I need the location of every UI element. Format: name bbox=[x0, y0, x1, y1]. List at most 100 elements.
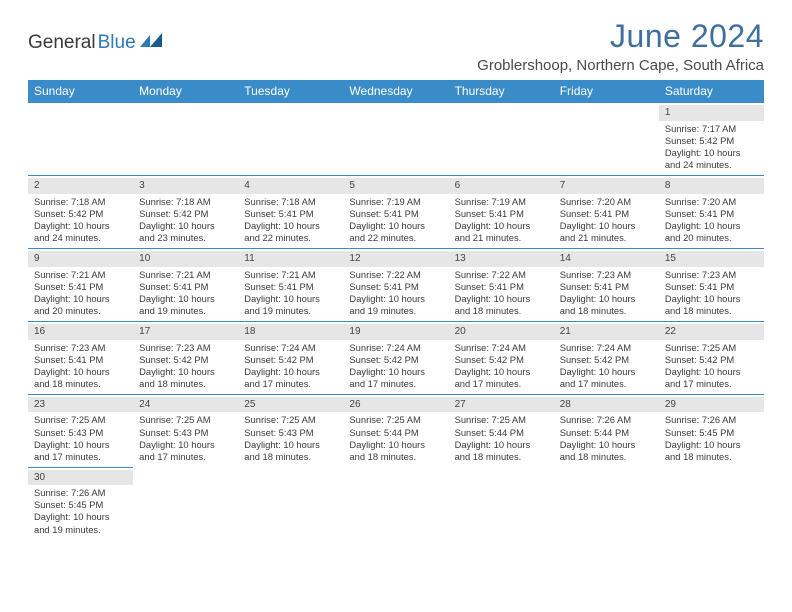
sunset-text: Sunset: 5:44 PM bbox=[455, 427, 548, 439]
calendar-empty-cell bbox=[554, 103, 659, 176]
calendar-week-row: 2Sunrise: 7:18 AMSunset: 5:42 PMDaylight… bbox=[28, 175, 764, 248]
daylight-text: and 17 minutes. bbox=[455, 378, 548, 390]
sunset-text: Sunset: 5:44 PM bbox=[560, 427, 653, 439]
daylight-text: and 22 minutes. bbox=[244, 232, 337, 244]
daylight-text: Daylight: 10 hours bbox=[244, 439, 337, 451]
daylight-text: Daylight: 10 hours bbox=[139, 220, 232, 232]
daylight-text: and 17 minutes. bbox=[244, 378, 337, 390]
calendar-body: 1Sunrise: 7:17 AMSunset: 5:42 PMDaylight… bbox=[28, 103, 764, 540]
daylight-text: and 20 minutes. bbox=[34, 305, 127, 317]
calendar-day-cell: 12Sunrise: 7:22 AMSunset: 5:41 PMDayligh… bbox=[343, 248, 448, 321]
daylight-text: and 18 minutes. bbox=[560, 305, 653, 317]
calendar-day-cell: 13Sunrise: 7:22 AMSunset: 5:41 PMDayligh… bbox=[449, 248, 554, 321]
sunset-text: Sunset: 5:41 PM bbox=[349, 208, 442, 220]
weekday-header: Monday bbox=[133, 80, 238, 103]
daylight-text: Daylight: 10 hours bbox=[139, 366, 232, 378]
sunrise-text: Sunrise: 7:21 AM bbox=[139, 269, 232, 281]
daylight-text: Daylight: 10 hours bbox=[34, 293, 127, 305]
sunset-text: Sunset: 5:41 PM bbox=[34, 354, 127, 366]
sunset-text: Sunset: 5:41 PM bbox=[244, 281, 337, 293]
daylight-text: Daylight: 10 hours bbox=[560, 293, 653, 305]
sunrise-text: Sunrise: 7:19 AM bbox=[455, 196, 548, 208]
header: GeneralBlue June 2024 Groblershoop, Nort… bbox=[28, 18, 764, 74]
daylight-text: Daylight: 10 hours bbox=[665, 293, 758, 305]
calendar-day-cell: 15Sunrise: 7:23 AMSunset: 5:41 PMDayligh… bbox=[659, 248, 764, 321]
daylight-text: Daylight: 10 hours bbox=[244, 366, 337, 378]
day-number: 8 bbox=[659, 178, 764, 194]
calendar-day-cell: 17Sunrise: 7:23 AMSunset: 5:42 PMDayligh… bbox=[133, 321, 238, 394]
daylight-text: and 19 minutes. bbox=[349, 305, 442, 317]
sunrise-text: Sunrise: 7:19 AM bbox=[349, 196, 442, 208]
daylight-text: and 19 minutes. bbox=[244, 305, 337, 317]
sunrise-text: Sunrise: 7:18 AM bbox=[34, 196, 127, 208]
day-number: 1 bbox=[659, 105, 764, 121]
calendar-day-cell: 14Sunrise: 7:23 AMSunset: 5:41 PMDayligh… bbox=[554, 248, 659, 321]
daylight-text: Daylight: 10 hours bbox=[455, 366, 548, 378]
sunrise-text: Sunrise: 7:24 AM bbox=[244, 342, 337, 354]
calendar-day-cell: 20Sunrise: 7:24 AMSunset: 5:42 PMDayligh… bbox=[449, 321, 554, 394]
daylight-text: Daylight: 10 hours bbox=[349, 439, 442, 451]
calendar-day-cell: 19Sunrise: 7:24 AMSunset: 5:42 PMDayligh… bbox=[343, 321, 448, 394]
calendar-day-cell: 7Sunrise: 7:20 AMSunset: 5:41 PMDaylight… bbox=[554, 175, 659, 248]
daylight-text: Daylight: 10 hours bbox=[349, 366, 442, 378]
sunset-text: Sunset: 5:41 PM bbox=[455, 281, 548, 293]
calendar-empty-cell bbox=[238, 103, 343, 176]
calendar-empty-cell bbox=[133, 103, 238, 176]
calendar-page: GeneralBlue June 2024 Groblershoop, Nort… bbox=[0, 0, 792, 550]
sunset-text: Sunset: 5:45 PM bbox=[34, 499, 127, 511]
daylight-text: Daylight: 10 hours bbox=[665, 220, 758, 232]
calendar-empty-cell bbox=[133, 467, 238, 539]
day-number: 17 bbox=[133, 324, 238, 340]
sunset-text: Sunset: 5:45 PM bbox=[665, 427, 758, 439]
daylight-text: and 17 minutes. bbox=[34, 451, 127, 463]
daylight-text: Daylight: 10 hours bbox=[349, 293, 442, 305]
day-number: 4 bbox=[238, 178, 343, 194]
sunrise-text: Sunrise: 7:25 AM bbox=[665, 342, 758, 354]
calendar-day-cell: 8Sunrise: 7:20 AMSunset: 5:41 PMDaylight… bbox=[659, 175, 764, 248]
sunrise-text: Sunrise: 7:22 AM bbox=[349, 269, 442, 281]
sunset-text: Sunset: 5:44 PM bbox=[349, 427, 442, 439]
logo-text-general: General bbox=[28, 32, 96, 54]
sunset-text: Sunset: 5:42 PM bbox=[34, 208, 127, 220]
sunset-text: Sunset: 5:42 PM bbox=[139, 208, 232, 220]
day-number: 2 bbox=[28, 178, 133, 194]
daylight-text: and 18 minutes. bbox=[665, 305, 758, 317]
daylight-text: Daylight: 10 hours bbox=[560, 366, 653, 378]
calendar-week-row: 16Sunrise: 7:23 AMSunset: 5:41 PMDayligh… bbox=[28, 321, 764, 394]
calendar-day-cell: 10Sunrise: 7:21 AMSunset: 5:41 PMDayligh… bbox=[133, 248, 238, 321]
daylight-text: Daylight: 10 hours bbox=[455, 293, 548, 305]
calendar-empty-cell bbox=[238, 467, 343, 539]
sunrise-text: Sunrise: 7:21 AM bbox=[244, 269, 337, 281]
day-number: 29 bbox=[659, 397, 764, 413]
day-number: 28 bbox=[554, 397, 659, 413]
daylight-text: Daylight: 10 hours bbox=[455, 220, 548, 232]
day-number: 18 bbox=[238, 324, 343, 340]
sunset-text: Sunset: 5:41 PM bbox=[665, 208, 758, 220]
day-number: 27 bbox=[449, 397, 554, 413]
sunset-text: Sunset: 5:41 PM bbox=[665, 281, 758, 293]
calendar-week-row: 23Sunrise: 7:25 AMSunset: 5:43 PMDayligh… bbox=[28, 394, 764, 467]
daylight-text: Daylight: 10 hours bbox=[139, 439, 232, 451]
weekday-header: Saturday bbox=[659, 80, 764, 103]
day-number: 20 bbox=[449, 324, 554, 340]
sunrise-text: Sunrise: 7:25 AM bbox=[455, 414, 548, 426]
sunrise-text: Sunrise: 7:26 AM bbox=[665, 414, 758, 426]
month-title: June 2024 bbox=[477, 18, 764, 55]
day-number: 22 bbox=[659, 324, 764, 340]
sunset-text: Sunset: 5:41 PM bbox=[139, 281, 232, 293]
calendar-week-row: 30Sunrise: 7:26 AMSunset: 5:45 PMDayligh… bbox=[28, 467, 764, 539]
daylight-text: and 17 minutes. bbox=[349, 378, 442, 390]
day-number: 15 bbox=[659, 251, 764, 267]
daylight-text: Daylight: 10 hours bbox=[34, 220, 127, 232]
sunset-text: Sunset: 5:41 PM bbox=[349, 281, 442, 293]
calendar-week-row: 1Sunrise: 7:17 AMSunset: 5:42 PMDaylight… bbox=[28, 103, 764, 176]
daylight-text: Daylight: 10 hours bbox=[560, 439, 653, 451]
daylight-text: Daylight: 10 hours bbox=[244, 220, 337, 232]
weekday-header: Sunday bbox=[28, 80, 133, 103]
daylight-text: Daylight: 10 hours bbox=[139, 293, 232, 305]
daylight-text: and 17 minutes. bbox=[139, 451, 232, 463]
day-number: 6 bbox=[449, 178, 554, 194]
title-block: June 2024 Groblershoop, Northern Cape, S… bbox=[477, 18, 764, 74]
daylight-text: and 18 minutes. bbox=[560, 451, 653, 463]
daylight-text: and 17 minutes. bbox=[560, 378, 653, 390]
